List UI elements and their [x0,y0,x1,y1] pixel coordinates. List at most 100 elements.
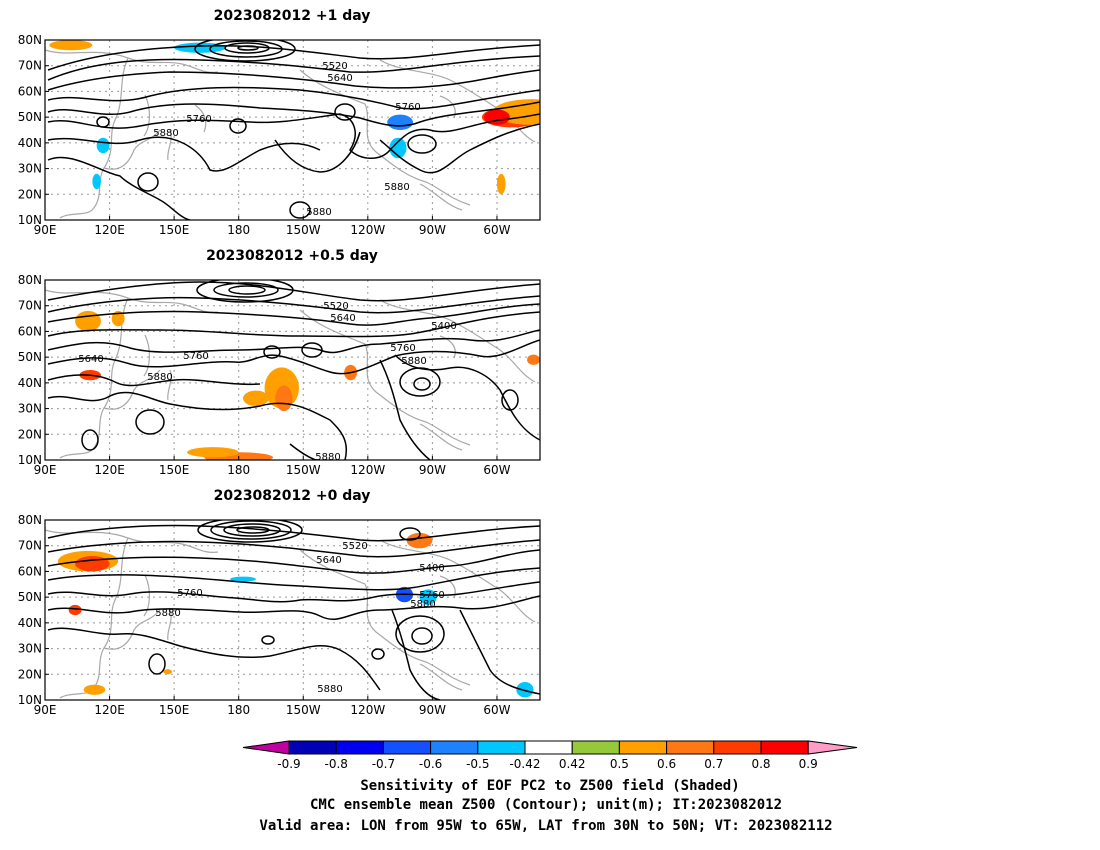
axis-ticks: 90E 120E 150E 180 150W 120W 90W 60W 80N 70N 60N 50N… [18,513,511,717]
caption-line-3: Valid area: LON from 95W to 65W, LAT fro… [259,818,832,834]
svg-text:5880: 5880 [155,608,180,619]
sensitivity-patch [230,576,256,582]
lat-tick-label: 70N [18,59,42,73]
svg-text:5760: 5760 [390,343,415,354]
coastlines [45,289,536,459]
sensitivity-patch [75,310,101,332]
lon-tick-label: 120W [350,463,385,477]
colorbar-swatch [666,740,715,755]
sensitivity-patch [75,556,110,572]
contour-labels: 5520 5640 5400 5760 5760 5880 5880 5880 [155,541,444,695]
lon-tick-label: 180 [227,223,250,237]
lat-tick-label: 40N [18,136,42,150]
map-panel-3: 2023082012 +0 day [18,488,541,717]
lat-tick-label: 50N [18,110,42,124]
sensitivity-patch [111,310,125,327]
svg-text:5760: 5760 [186,114,211,125]
lat-tick-label: 80N [18,33,42,47]
caption-line-1: Sensitivity of EOF PC2 to Z500 field (Sh… [360,778,739,794]
lon-tick-label: 60W [483,223,510,237]
map-background [45,520,540,700]
lon-tick-label: 90E [34,223,57,237]
sensitivity-patch [496,173,506,195]
lon-tick-label: 90W [419,463,446,477]
lon-tick-label: 120E [94,463,125,477]
sensitivity-patch [243,390,269,406]
lat-tick-label: 70N [18,299,42,313]
panel-title: 2023082012 +1 day [214,8,371,24]
lat-tick-label: 50N [18,590,42,604]
lat-tick-label: 80N [18,273,42,287]
map-frame [44,39,541,221]
lon-tick-label: 90W [419,703,446,717]
svg-text:5640: 5640 [330,313,355,324]
colorbar-swatch [430,740,479,755]
map-frame [44,279,541,461]
colorbar-label: -0.42 [509,757,540,771]
svg-text:5880: 5880 [315,452,340,463]
colorbar-label: -0.8 [324,757,347,771]
colorbar-swatch [713,740,762,755]
colorbar-swatch [618,740,668,755]
sensitivity-patch [163,669,172,675]
lon-tick-label: 180 [227,703,250,717]
lat-tick-label: 20N [18,427,42,441]
panel-title: 2023082012 +0 day [214,488,371,504]
colorbar-label: 0.7 [704,757,723,771]
lat-tick-label: 60N [18,324,42,338]
lat-tick-label: 60N [18,84,42,98]
colorbar-label: -0.9 [277,757,300,771]
svg-text:5880: 5880 [401,356,426,367]
sensitivity-patch [187,447,239,458]
colorbar-label: 0.6 [657,757,676,771]
colorbar-swatch [288,740,337,755]
svg-text:5520: 5520 [323,301,348,312]
colorbar-high-arrow [807,740,858,755]
lon-tick-label: 120W [350,703,385,717]
lon-tick-label: 150E [159,703,190,717]
colorbar-swatch [382,740,432,755]
lon-tick-label: 120E [94,223,125,237]
grid-lines [45,520,540,700]
lat-tick-label: 30N [18,402,42,416]
colorbar-label: 0.5 [610,757,629,771]
sensitivity-patch [275,385,293,412]
lon-tick-label: 90E [34,463,57,477]
contour-labels: 5520 5640 5760 5760 5880 5880 5880 [153,61,420,218]
lat-tick-label: 30N [18,642,42,656]
lon-tick-label: 90E [34,703,57,717]
lon-tick-label: 150W [286,463,321,477]
sensitivity-patch [83,684,106,695]
z500-contours [47,40,540,220]
lon-tick-label: 150W [286,223,321,237]
axis-ticks: 90E 120E 150E 180 150W 120W 90W 60W 80N 70N 60N 50N… [18,33,511,237]
colorbar-label: 0.9 [799,757,818,771]
map-panel-2: 2023082012 +0.5 day [18,248,541,477]
lat-tick-label: 60N [18,564,42,578]
colorbar-label: -0.6 [419,757,442,771]
lon-tick-label: 120E [94,703,125,717]
svg-text:5400: 5400 [431,321,456,332]
lon-tick-label: 120W [350,223,385,237]
sensitivity-patch [387,114,414,130]
colorbar-label: 0.42 [559,757,586,771]
svg-text:5760: 5760 [183,351,208,362]
sensitivity-patch [92,173,101,190]
svg-text:5760: 5760 [177,588,202,599]
axis-ticks: 90E 120E 150E 180 150W 120W 90W 60W 80N 70N 60N 50N… [18,273,511,477]
sensitivity-patch [96,137,110,154]
lon-tick-label: 150E [159,463,190,477]
colorbar-swatch [335,740,384,755]
colorbar-swatch [524,740,573,755]
lat-tick-label: 70N [18,539,42,553]
colorbar-swatch [760,740,809,755]
lon-tick-label: 150E [159,223,190,237]
map-background [45,40,540,220]
lat-tick-label: 40N [18,616,42,630]
svg-text:5880: 5880 [317,684,342,695]
svg-text:5640: 5640 [78,354,103,365]
svg-text:5760: 5760 [419,590,444,601]
lat-tick-label: 10N [18,453,42,467]
sensitivity-patch [527,354,540,365]
panel-title: 2023082012 +0.5 day [206,248,378,264]
